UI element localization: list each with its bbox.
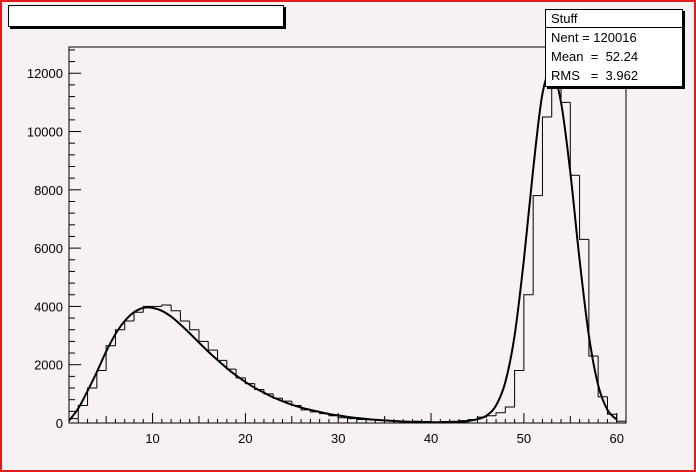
histogram-bin <box>541 116 552 196</box>
y-tick-label: 6000 <box>34 241 63 256</box>
histogram-bin <box>179 310 190 322</box>
histogram-bin <box>616 414 626 422</box>
histogram-bin <box>124 320 134 330</box>
stats-label-rms: RMS <box>551 68 580 83</box>
stats-title: Stuff <box>546 10 682 28</box>
histogram-bin <box>133 311 144 321</box>
title-box <box>8 5 284 27</box>
stats-value-mean: 52.24 <box>605 49 639 64</box>
histogram-bin <box>105 345 116 371</box>
histogram-bin <box>235 369 246 379</box>
histogram-bin <box>77 405 88 419</box>
histogram-bin <box>495 412 506 416</box>
histogram-bin <box>486 415 497 418</box>
fit-curve <box>68 70 618 424</box>
plot-frame <box>68 46 627 424</box>
histogram-bin <box>254 383 264 390</box>
histogram-bin <box>142 305 153 313</box>
stats-value-entries: 120016 <box>593 30 637 45</box>
stats-label-mean: Mean <box>551 49 584 64</box>
histogram-bin <box>523 294 534 371</box>
histogram-bin <box>588 239 599 357</box>
y-tick-label: 8000 <box>34 183 63 198</box>
stats-row-rms: RMS = 3.962 <box>551 68 639 83</box>
histogram-bin <box>569 102 580 176</box>
histogram-bin <box>514 370 524 407</box>
histogram-bin <box>226 360 237 370</box>
y-tick-label: 12000 <box>27 66 63 81</box>
stats-row-entries: Nent = 120016 <box>551 30 637 45</box>
histogram-bin <box>161 304 172 307</box>
histogram-bin <box>263 389 274 395</box>
histogram-bin <box>198 329 209 342</box>
y-tick-label: 10000 <box>27 125 63 140</box>
stats-value-rms: 3.962 <box>605 68 639 83</box>
y-tick-label: 4000 <box>34 299 63 314</box>
y-tick-label: 0 <box>56 416 63 431</box>
stats-box: Stuff Nent = 120016 Mean = 52.24 RMS = 3… <box>545 9 683 87</box>
histogram-bin <box>504 406 515 413</box>
histogram-bin <box>68 418 79 423</box>
histogram-bin <box>597 355 608 398</box>
stats-label-entries: Nent <box>551 30 579 45</box>
histogram-bin <box>579 175 589 240</box>
y-tick-label: 2000 <box>34 358 63 373</box>
stats-row-mean: Mean = 52.24 <box>551 49 639 64</box>
x-tick-label: 10 <box>145 431 159 446</box>
histogram-bin <box>114 329 125 346</box>
histogram-bin <box>189 320 199 331</box>
histogram-bin <box>96 370 107 389</box>
histogram-bin <box>532 195 543 295</box>
histogram-bin <box>170 304 181 312</box>
histogram-bin <box>87 387 97 406</box>
x-tick-label: 40 <box>424 431 438 446</box>
histogram-bin <box>207 341 218 351</box>
x-tick-label: 30 <box>331 431 345 446</box>
histogram-bin <box>606 396 617 415</box>
x-tick-label: 60 <box>609 431 623 446</box>
histogram-bin <box>244 377 255 385</box>
x-tick-label: 20 <box>238 431 252 446</box>
histogram-bin <box>217 350 227 361</box>
x-tick-label: 50 <box>517 431 531 446</box>
